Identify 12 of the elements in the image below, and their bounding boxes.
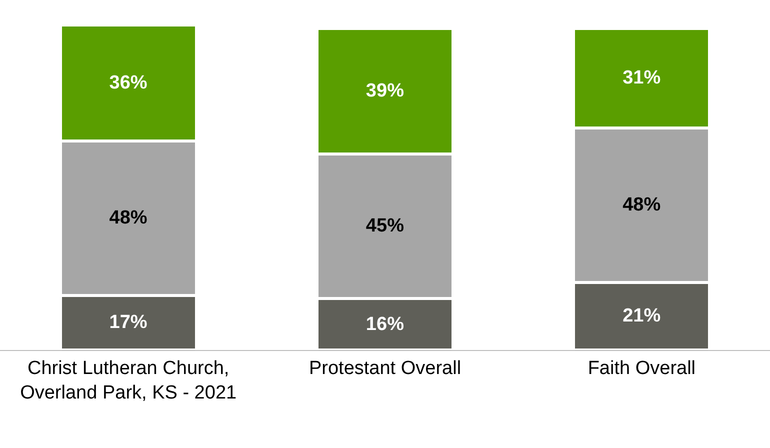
x-tick-label: Christ Lutheran Church, Overland Park, KS - 2021 [20, 358, 237, 404]
data-label: 36% [109, 72, 148, 94]
data-label: 21% [622, 306, 661, 327]
data-label: 45% [366, 216, 404, 237]
data-label: 17% [109, 312, 148, 334]
data-label: 16% [366, 314, 404, 335]
x-tick-label: Protestant Overall [308, 358, 462, 379]
data-label: 31% [622, 68, 661, 89]
data-label: 48% [109, 208, 148, 229]
data-label: 39% [366, 80, 404, 102]
data-label: 48% [622, 194, 661, 216]
x-tick-label: Faith Overall [588, 358, 696, 379]
